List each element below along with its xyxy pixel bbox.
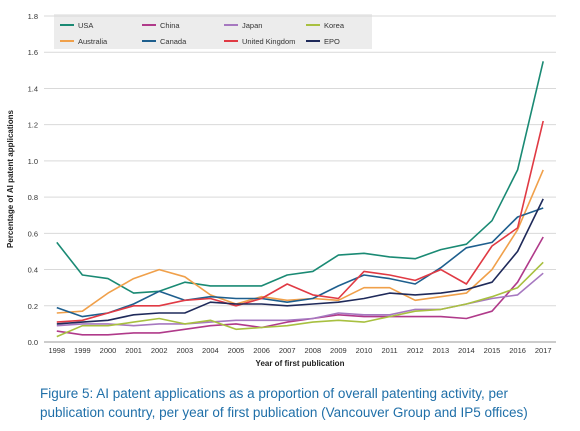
legend-label-japan: Japan (242, 21, 262, 30)
x-tick-label: 2011 (382, 346, 398, 355)
y-tick-label: 1.0 (28, 157, 38, 166)
x-tick-label: 2006 (253, 346, 270, 355)
x-tick-label: 2013 (432, 346, 449, 355)
legend-label-united-kingdom: United Kingdom (242, 37, 295, 46)
x-tick-label: 1998 (48, 346, 65, 355)
x-tick-label: 2009 (330, 346, 347, 355)
series-line-canada (56, 207, 544, 318)
x-tick-label: 2000 (100, 346, 117, 355)
series-line-australia (56, 169, 544, 314)
x-tick-label: 2001 (125, 346, 142, 355)
x-tick-label: 2010 (356, 346, 373, 355)
x-tick-label: 2012 (407, 346, 424, 355)
series-line-korea (56, 261, 544, 338)
y-tick-label: 1.4 (28, 84, 38, 93)
x-tick-label: 2016 (509, 346, 526, 355)
series-line-usa (56, 61, 544, 294)
line-chart: 0.0 0.2 0.4 0.6 0.8 1.0 1.2 1.4 1.6 1.8 1998 1999 20… (6, 12, 556, 368)
x-tick-label: 2003 (176, 346, 193, 355)
y-tick-label: 0.0 (28, 338, 38, 347)
figure-caption: Figure 5: AI patent applications as a pr… (40, 386, 528, 420)
x-tick-label: 2005 (228, 346, 245, 355)
y-tick-label: 1.6 (28, 48, 38, 57)
y-tick-label: 0.2 (28, 302, 38, 311)
y-tick-label: 0.6 (28, 229, 38, 238)
x-tick-label: 2007 (279, 346, 296, 355)
legend-label-epo: EPO (324, 37, 340, 46)
series-line-china (56, 236, 544, 336)
y-tick-label: 1.2 (28, 121, 38, 130)
x-tick-label: 1999 (74, 346, 91, 355)
x-tick-label: 2014 (458, 346, 475, 355)
y-tick-label: 1.8 (28, 12, 38, 21)
legend-label-canada: Canada (160, 37, 187, 46)
x-tick-label: 2015 (484, 346, 501, 355)
legend-label-usa: USA (78, 21, 93, 30)
x-tick-label: 2004 (202, 346, 219, 355)
legend-label-australia: Australia (78, 37, 108, 46)
x-tick-label: 2002 (151, 346, 168, 355)
legend-label-korea: Korea (324, 21, 345, 30)
y-tick-label: 0.4 (28, 266, 38, 275)
legend-background (54, 14, 372, 49)
series-line-united-kingdom (56, 120, 544, 323)
x-tick-label: 2008 (304, 346, 321, 355)
legend-label-china: China (160, 21, 180, 30)
x-axis-title: Year of first publication (256, 359, 345, 368)
y-axis-title: Percentage of AI patent applications (6, 109, 15, 248)
series-line-epo (56, 198, 544, 325)
y-tick-label: 0.8 (28, 193, 38, 202)
x-tick-label: 2017 (535, 346, 552, 355)
